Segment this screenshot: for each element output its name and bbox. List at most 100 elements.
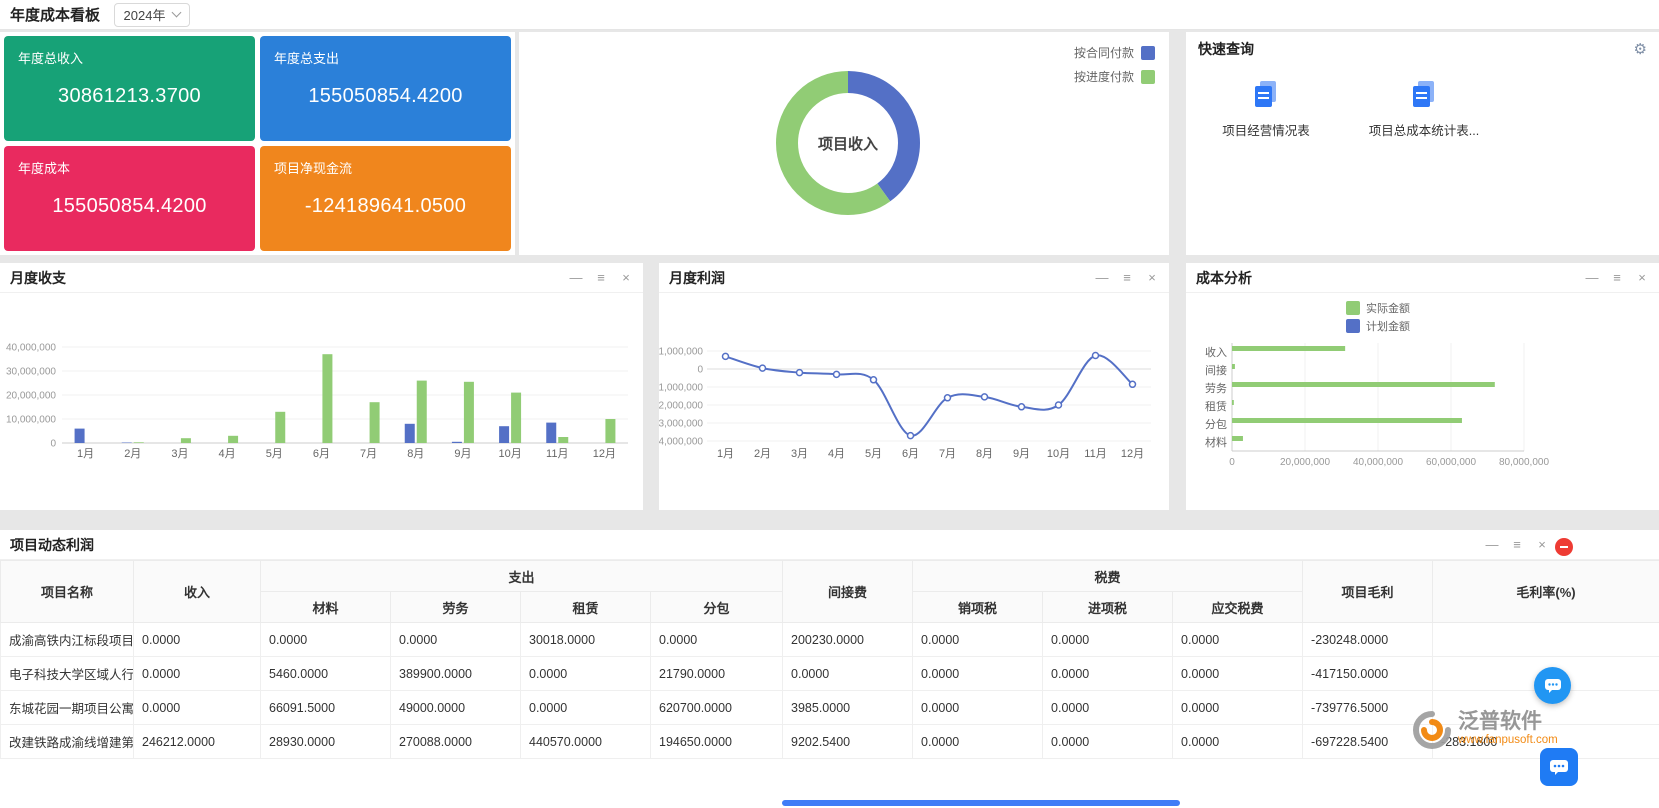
svg-text:4月: 4月	[828, 448, 845, 460]
page-title: 年度成本看板	[10, 7, 101, 24]
svg-text:9月: 9月	[454, 448, 471, 460]
svg-text:1月: 1月	[717, 448, 734, 460]
project-name-cell: 电子科技大学区域人行	[0, 656, 134, 691]
column-subheader: 进项税	[1042, 591, 1174, 623]
svg-text:8月: 8月	[976, 448, 993, 460]
legend-label: 按进度付款	[1073, 70, 1134, 84]
svg-text:5月: 5月	[266, 448, 283, 460]
panel-menu-button[interactable]: ≡	[1613, 269, 1621, 285]
vendor-site: www.fanpusoft.com	[1458, 734, 1558, 746]
svg-text:0: 0	[50, 439, 56, 450]
kpi-cards-panel: 年度总收入 30861213.3700 年度总支出 155050854.4200…	[0, 32, 515, 255]
monthly-profit-panel: 月度利润 — ≡ × 1,000,000 0 -1,000,000 -2,000,00…	[659, 263, 1169, 510]
value-cell: 200230.0000	[782, 622, 914, 657]
donut-legend: 按合同付款 按进度付款	[1074, 44, 1155, 85]
column-header: 收入	[133, 560, 261, 623]
quick-query-header: 快速查询 ⚙	[1186, 32, 1659, 66]
cost-analysis-panel: 成本分析 — ≡ × 0 20,000,000 40,000,000 60,000,0…	[1186, 263, 1659, 510]
monthly-balance-bar-chart: 40,000,000 30,000,000 20,000,000 10,000,000…	[6, 343, 628, 460]
value-cell: 9202.5400	[782, 724, 914, 759]
column-header: 项目毛利	[1302, 560, 1434, 623]
svg-text:40,000,000: 40,000,000	[1353, 457, 1403, 468]
notification-icon[interactable]	[1555, 538, 1573, 556]
value-cell: 0.0000	[133, 622, 261, 657]
minimize-button[interactable]: —	[569, 269, 583, 285]
svg-text:2月: 2月	[754, 448, 771, 460]
quick-link-operating-report[interactable]: 项目经营情况表	[1196, 78, 1336, 139]
svg-text:10月: 10月	[1047, 448, 1070, 460]
legend-swatch-green	[1141, 69, 1155, 84]
panel-menu-button[interactable]: ≡	[1123, 269, 1131, 285]
value-cell: 0.0000	[390, 622, 521, 657]
top-bar: 年度成本看板 2024年	[0, 0, 1659, 30]
svg-text:-2,000,000: -2,000,000	[659, 401, 703, 412]
svg-text:1月: 1月	[77, 448, 94, 460]
value-cell: 0.0000	[1042, 622, 1174, 657]
value-cell: 246212.0000	[133, 724, 261, 759]
svg-text:3月: 3月	[791, 448, 808, 460]
quick-query-items: 项目经营情况表 项目总成本统计表...	[1186, 66, 1659, 151]
value-cell: 0.0000	[912, 690, 1044, 725]
quick-link-label: 项目经营情况表	[1222, 124, 1310, 138]
window-controls: — ≡ ×	[569, 263, 633, 293]
value-cell: 0.0000	[260, 622, 391, 657]
svg-text:2月: 2月	[124, 448, 141, 460]
panel-title: 月度利润	[669, 269, 725, 286]
legend-swatch-blue	[1141, 45, 1155, 60]
svg-text:间接: 间接	[1205, 364, 1227, 377]
svg-text:-3,000,000: -3,000,000	[659, 419, 703, 430]
column-subheader: 租赁	[520, 591, 651, 623]
value-cell: 0.0000	[912, 656, 1044, 691]
close-button[interactable]: ×	[622, 269, 630, 285]
kpi-label: 年度总支出	[274, 51, 340, 66]
svg-text:10月: 10月	[498, 448, 521, 460]
svg-text:9月: 9月	[1013, 448, 1030, 460]
value-cell: 440570.0000	[520, 724, 651, 759]
svg-text:0: 0	[1229, 457, 1235, 468]
horizontal-scrollbar[interactable]	[782, 800, 1180, 806]
column-subheader: 分包	[649, 591, 784, 623]
close-button[interactable]: ×	[1148, 269, 1156, 285]
minimize-button[interactable]: —	[1585, 269, 1599, 285]
close-button[interactable]: ×	[1638, 269, 1646, 285]
svg-text:60,000,000: 60,000,000	[1426, 457, 1476, 468]
svg-text:材料: 材料	[1205, 435, 1227, 449]
svg-text:20,000,000: 20,000,000	[6, 391, 56, 402]
vendor-brand: 泛普软件	[1458, 710, 1542, 733]
svg-text:7月: 7月	[360, 448, 377, 460]
legend-item-progress-payment[interactable]: 按进度付款	[1074, 68, 1155, 85]
monthly-profit-line-chart: 1,000,000 0 -1,000,000 -2,000,000 -3,000,000…	[659, 347, 1151, 460]
close-button[interactable]: ×	[1538, 536, 1546, 552]
svg-text:1,000,000: 1,000,000	[659, 347, 703, 358]
report-file-icon	[1413, 81, 1434, 107]
minimize-button[interactable]: —	[1485, 536, 1499, 552]
column-header: 毛利率(%)	[1432, 560, 1659, 623]
kpi-card-annual-expense: 年度总支出 155050854.4200	[260, 36, 511, 141]
svg-text:0: 0	[697, 365, 703, 376]
project-profit-table: 项目名称 收入 支出 间接费 税费 项目毛利 毛利率(%) 材料 劳务 租赁 分包 销项税 进项税 应交税…	[0, 560, 1659, 759]
column-subheader: 应交税费	[1172, 591, 1304, 623]
svg-text:4月: 4月	[219, 448, 236, 460]
year-select[interactable]: 2024年	[114, 2, 191, 27]
panel-menu-button[interactable]: ≡	[1513, 536, 1521, 552]
value-cell: -739776.5000	[1302, 690, 1434, 725]
svg-text:实际金额: 实际金额	[1366, 301, 1410, 315]
quick-link-total-cost-report[interactable]: 项目总成本统计表...	[1354, 78, 1494, 139]
value-cell: 0.0000	[1172, 690, 1304, 725]
monthly-balance-panel: 月度收支 — ≡ × 40,000,000 30,000,000 20,000,00…	[0, 263, 643, 510]
customer-service-chat-icon[interactable]	[1534, 667, 1571, 704]
chevron-down-icon	[172, 7, 182, 18]
project-name-cell: 成渝高铁内江标段项目	[0, 622, 134, 657]
kpi-value: 30861213.3700	[58, 85, 201, 107]
value-cell: 194650.0000	[649, 724, 784, 759]
svg-text:-1,000,000: -1,000,000	[659, 383, 703, 394]
gear-icon[interactable]: ⚙	[1633, 41, 1647, 58]
value-cell: -230248.0000	[1302, 622, 1434, 657]
svg-text:3月: 3月	[171, 448, 188, 460]
minimize-button[interactable]: —	[1095, 269, 1109, 285]
window-controls: — ≡ ×	[1485, 530, 1549, 560]
svg-text:40,000,000: 40,000,000	[6, 343, 56, 354]
panel-menu-button[interactable]: ≡	[597, 269, 605, 285]
legend-item-contract-payment[interactable]: 按合同付款	[1074, 44, 1155, 61]
feedback-chat-icon[interactable]	[1540, 748, 1578, 786]
